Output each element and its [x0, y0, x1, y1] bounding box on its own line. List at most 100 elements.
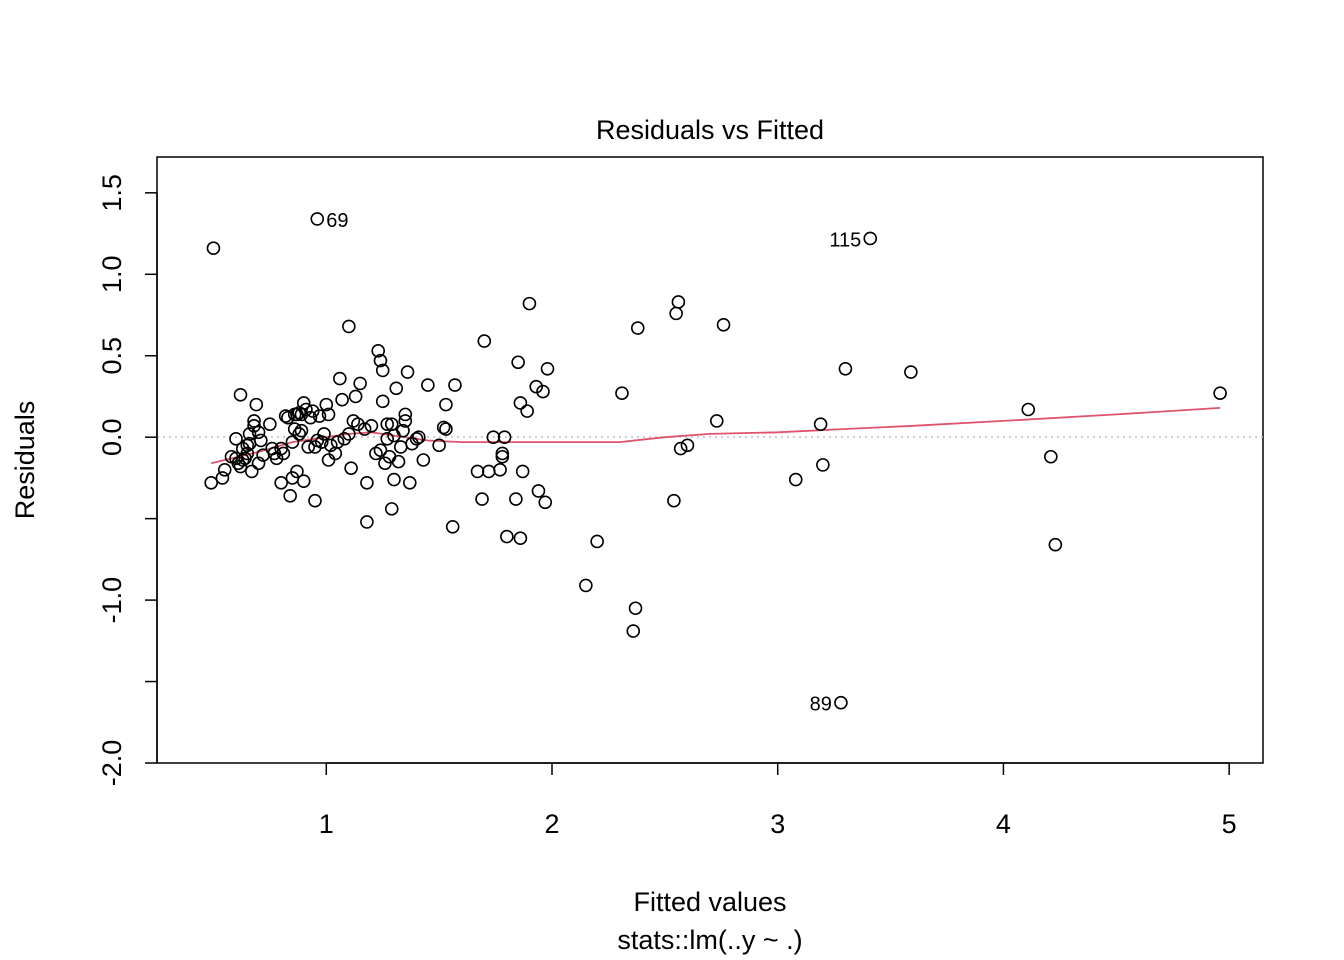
data-point [321, 453, 336, 467]
y-tick-label: -1.0 [97, 577, 127, 624]
data-point [364, 418, 379, 433]
data-point [294, 423, 309, 438]
data-point [615, 386, 629, 401]
data-point [497, 430, 512, 444]
data-point [475, 492, 489, 506]
data-point [436, 420, 451, 435]
data-point [233, 388, 248, 402]
data-point [538, 495, 553, 510]
data-point [360, 515, 374, 529]
data-point [335, 392, 349, 407]
data-point [788, 472, 803, 487]
data-point [680, 438, 695, 453]
data-point [389, 381, 404, 396]
data-point [217, 462, 232, 477]
y-tick-label: -2.0 [97, 740, 127, 787]
data-point [301, 440, 316, 454]
data-point [204, 476, 218, 490]
data-point [816, 458, 830, 472]
data-point [432, 438, 446, 453]
data-point [416, 453, 431, 467]
data-point [312, 409, 327, 423]
data-point [412, 430, 426, 444]
data-point [391, 454, 406, 469]
data-point [215, 471, 230, 485]
data-point [470, 464, 485, 479]
data-point [357, 422, 372, 436]
data-point [495, 449, 510, 464]
x-axis: 1 2 3 4 5 [319, 762, 1237, 839]
data-point [323, 438, 338, 453]
data-point [522, 296, 537, 311]
data-point [536, 384, 550, 399]
data-point [421, 378, 435, 392]
data-point [240, 438, 255, 453]
x-tick-label: 2 [544, 809, 559, 839]
data-point [513, 396, 528, 410]
data-point [838, 361, 853, 376]
data-point [299, 402, 313, 417]
data-point [373, 443, 388, 458]
data-point [669, 306, 683, 321]
data-point [296, 474, 311, 488]
data-point [387, 472, 401, 487]
data-point [628, 601, 643, 616]
data-point [1048, 537, 1063, 552]
data-point [1044, 449, 1058, 464]
data-point [292, 427, 307, 441]
data-point [1021, 402, 1036, 417]
y-tick-label: 0.5 [97, 337, 127, 375]
data-point [540, 361, 555, 376]
data-point [229, 432, 243, 446]
data-point [333, 371, 347, 386]
data-point [342, 427, 356, 441]
data-point [310, 212, 325, 226]
y-tick-label: 1.0 [97, 256, 127, 294]
data-point [904, 365, 918, 379]
outlier-label: 89 [810, 694, 832, 716]
data-point [409, 432, 424, 446]
data-point [249, 397, 264, 412]
data-point [393, 440, 408, 454]
data-point [673, 441, 688, 456]
data-point [308, 440, 322, 454]
data-point [251, 425, 266, 440]
chart-title: Residuals vs Fitted [596, 115, 824, 145]
data-point [247, 414, 261, 428]
data-point [500, 529, 514, 544]
data-point [834, 695, 848, 710]
data-point [342, 319, 356, 334]
data-point [285, 435, 300, 449]
outlier-label: 69 [326, 210, 348, 232]
data-point [520, 404, 534, 418]
y-axis-label: Residuals [10, 401, 40, 520]
y-tick-label: 1.5 [97, 174, 127, 212]
data-point [529, 379, 544, 394]
data-point [402, 476, 417, 490]
data-point [398, 414, 413, 428]
data-point [515, 464, 530, 479]
data-point [590, 534, 604, 549]
data-point [371, 344, 386, 358]
data-point [375, 394, 390, 409]
data-point [317, 427, 331, 441]
data-point [439, 397, 453, 412]
data-point [276, 446, 291, 461]
data-point [398, 407, 413, 422]
data-point [263, 417, 277, 431]
data-point [319, 397, 334, 412]
x-tick-label: 1 [319, 809, 334, 839]
data-point [348, 389, 363, 404]
data-point [206, 241, 221, 256]
data-point [240, 446, 255, 461]
data-point [283, 489, 297, 503]
outlier-label: 115 [829, 229, 861, 251]
data-point [290, 464, 304, 479]
data-point [353, 376, 367, 391]
data-point [513, 531, 528, 545]
data-point [863, 231, 878, 246]
data-point [231, 456, 246, 471]
data-point [296, 396, 311, 410]
y-axis: -2.0 -1.0 0.0 0.5 1.0 1.5 [97, 174, 158, 787]
